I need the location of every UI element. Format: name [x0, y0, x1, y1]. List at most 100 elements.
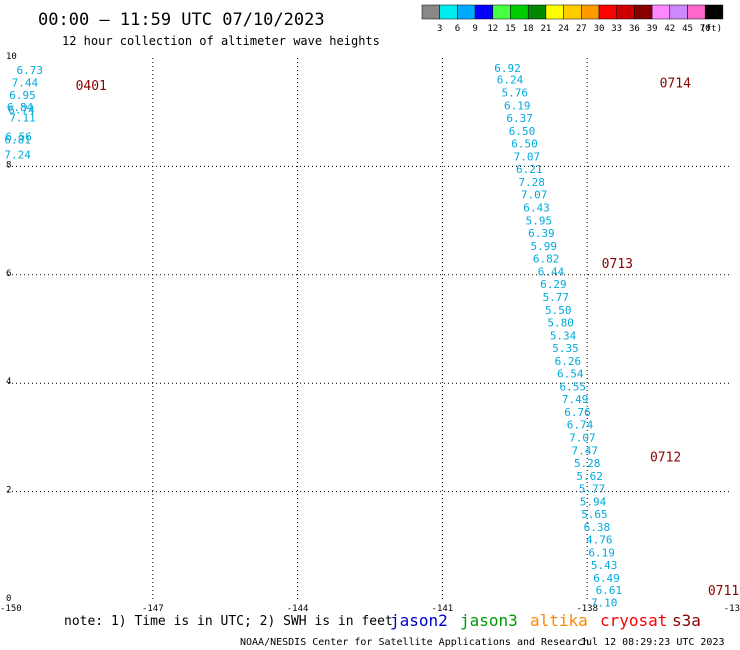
swh-value-point: 6.44: [538, 266, 565, 279]
credit-text: NOAA/NESDIS Center for Satellite Applica…: [240, 637, 589, 648]
legend-swatch-label: 9: [472, 24, 477, 34]
swh-value-point: 6.54: [557, 367, 584, 380]
swh-value-point: 6.74: [567, 418, 594, 431]
track-labels: 0401 0714 0713 0712 0711: [76, 76, 740, 599]
swh-value-point: 6.24: [497, 74, 524, 87]
legend-swatch-label: 27: [576, 24, 587, 34]
y-tick-label: 2: [6, 486, 11, 496]
legend-swatch: [563, 4, 582, 20]
swh-value-point: 6.61: [596, 584, 623, 597]
swh-value-point: 6.82: [533, 253, 560, 266]
color-legend: 3 6 9 12 15 18 21 24 27 30 33 36 39 42 45 70(ft): [421, 4, 724, 34]
legend-swatch-label: 12: [487, 24, 498, 34]
legend-swatch-label: 39: [647, 24, 658, 34]
x-tick-label: -144: [287, 604, 309, 614]
swh-value-point: 6.92: [494, 62, 521, 75]
x-tick-label: -150: [0, 604, 22, 614]
swh-value-point: 6.21: [516, 163, 543, 176]
swh-value-point: 6.56: [5, 131, 32, 144]
swh-value-point: 5.95: [526, 215, 553, 228]
swh-value-point: 7.10: [591, 597, 618, 610]
swh-value-point: 5.80: [547, 316, 574, 329]
swh-value-point: 6.50: [509, 125, 536, 138]
swh-value-point: 6.26: [555, 355, 582, 368]
satellite-jason3: jason3: [460, 611, 518, 630]
x-tick-label: -13: [724, 604, 740, 614]
swh-value-point: 7.11: [9, 112, 36, 125]
swh-value-point: 5.76: [502, 87, 529, 100]
swh-value-point: 4.76: [586, 533, 613, 546]
timestamp-text: Jul 12 08:29:23 UTC 2023: [580, 637, 725, 648]
swh-value-point: 6.76: [564, 406, 591, 419]
legend-swatch: [687, 4, 706, 20]
swh-value-point: 5.34: [550, 330, 577, 343]
legend-swatch-label: 30: [594, 24, 605, 34]
legend-swatch-label: 24: [558, 24, 569, 34]
legend-swatch-label: 18: [523, 24, 534, 34]
x-tick-label: -147: [142, 604, 164, 614]
legend-unit: (ft): [700, 24, 722, 34]
legend-swatch: [439, 4, 458, 20]
legend-swatch: [704, 4, 724, 20]
y-tick-label: 6: [6, 269, 11, 279]
satellite-jason2: jason2: [390, 611, 448, 630]
swh-value-point: 5.77: [579, 482, 606, 495]
legend-swatch-label: 3: [437, 24, 442, 34]
satellite-altika: altika: [530, 611, 588, 630]
grid-lines: [8, 58, 732, 600]
swh-value-point: 7.24: [4, 148, 31, 161]
chart-subtitle: 12 hour collection of altimeter wave hei…: [62, 34, 380, 48]
swh-value-point: 6.38: [584, 521, 611, 534]
swh-value-point: 7.49: [562, 393, 589, 406]
swh-value-point: 5.65: [581, 508, 608, 521]
satellite-s3a: s3a: [672, 611, 701, 630]
legend-swatch: [457, 4, 476, 20]
legend-swatch-label: 36: [629, 24, 640, 34]
legend-swatch-label: 21: [540, 24, 551, 34]
legend-swatch-label: 45: [682, 24, 693, 34]
swh-value-point: 6.37: [506, 112, 533, 125]
legend-swatch-label: 15: [505, 24, 516, 34]
legend-swatch-label: 42: [664, 24, 675, 34]
swh-value-point: 6.84: [7, 101, 34, 114]
satellite-cryosat: cryosat: [600, 611, 667, 630]
swh-value-point: 7.47: [572, 444, 599, 457]
satellite-legend: jason2 jason3 altika cryosat s3a: [390, 611, 701, 630]
swh-value-point: 7.28: [518, 176, 545, 189]
y-tick-label: 0: [6, 594, 11, 604]
swh-value-point: 5.77: [543, 291, 570, 304]
swh-value-point: 6.19: [504, 100, 531, 113]
swh-value-point: 6.95: [9, 89, 36, 102]
swh-value-point: 5.28: [574, 457, 601, 470]
swh-value-point: 5.62: [576, 470, 603, 483]
swh-value-point: 5.35: [552, 342, 579, 355]
legend-swatch-label: 6: [455, 24, 460, 34]
track-time-label: 0714: [660, 76, 691, 91]
swh-value-point: 5.99: [531, 240, 558, 253]
swh-value-point: 5.94: [580, 495, 607, 508]
legend-swatch-label: 33: [611, 24, 622, 34]
track-time-label: 0712: [650, 450, 681, 465]
note-text: note: 1) Time is in UTC; 2) SWH is in fe…: [64, 614, 393, 629]
legend-swatch: [616, 4, 635, 20]
swh-value-point: 6.74: [8, 103, 35, 116]
legend-swatch: [545, 4, 564, 20]
swh-value-point: 5.43: [591, 559, 618, 572]
x-tick-label: -138: [576, 604, 598, 614]
legend-swatch-label: 70: [700, 24, 711, 34]
legend-swatch: [598, 4, 617, 20]
legend-swatch: [651, 4, 671, 20]
y-tick-label: 8: [6, 160, 11, 170]
legend-swatch: [421, 4, 440, 20]
swh-value-point: 6.50: [511, 138, 538, 151]
swh-value-point: 7.07: [514, 151, 541, 164]
swh-value-point: 6.73: [16, 64, 43, 77]
swh-value-point: 6.43: [523, 202, 550, 215]
legend-swatch: [669, 4, 688, 20]
swh-value-point: 6.29: [540, 278, 567, 291]
swh-value-point: 7.07: [521, 189, 548, 202]
legend-swatch: [510, 4, 529, 20]
swh-value-point: 6.81: [4, 133, 31, 146]
legend-swatch: [581, 4, 600, 20]
